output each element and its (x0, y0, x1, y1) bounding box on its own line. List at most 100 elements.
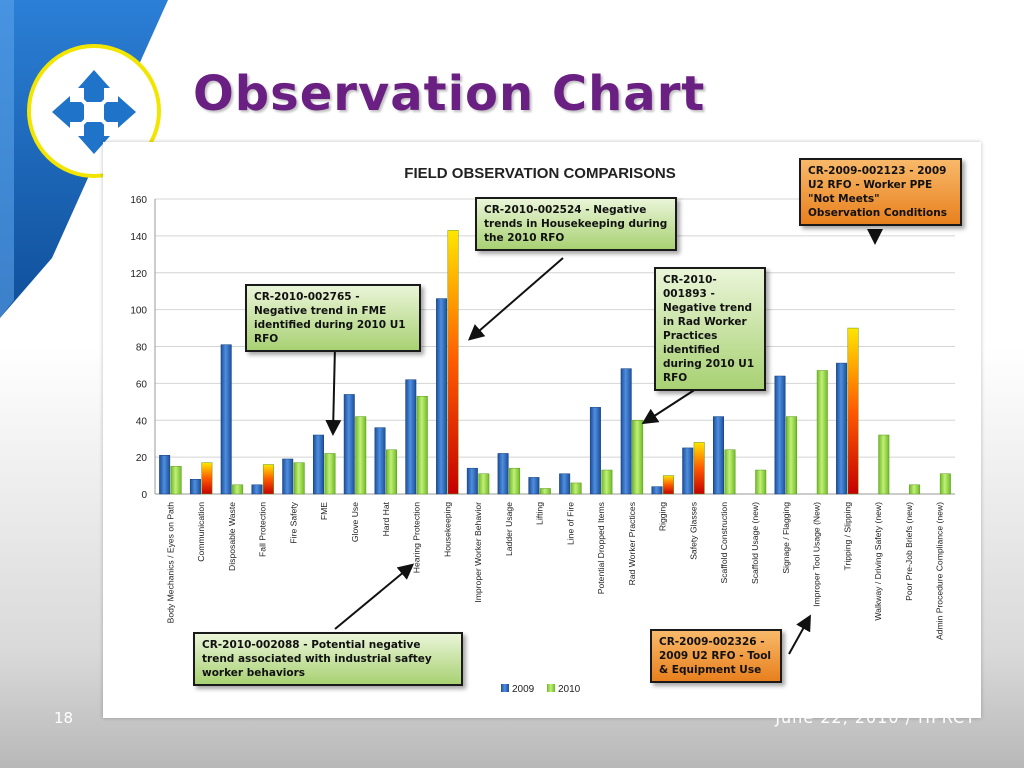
bar-2009-9 (436, 298, 448, 495)
callout-cr-2009-002326: CR-2009-002326 - 2009 U2 RFO - Tool & Eq… (650, 629, 782, 683)
plus-arrows-icon (52, 70, 136, 154)
bar-2010-24 (909, 484, 921, 495)
bar-2010-2 (232, 484, 244, 495)
blue-side-band-highlight (0, 0, 14, 318)
x-tick-label: Hard Hat (381, 501, 391, 536)
bar-2009-11 (497, 453, 509, 495)
x-tick-label: FME (319, 502, 329, 520)
bar-2009-0 (159, 455, 171, 495)
bar-2010-18 (724, 449, 736, 495)
y-tick-label: 40 (136, 416, 148, 427)
bar-2009-17 (682, 447, 694, 495)
bar-2010-19 (755, 469, 767, 495)
x-tick-label: Scaffold Construction (719, 502, 729, 584)
bar-2009-8 (405, 379, 417, 495)
callout-arrow (788, 614, 811, 655)
x-tick-label: Signage / Flagging (781, 502, 791, 574)
y-tick-label: 120 (130, 269, 147, 280)
callout-cr-2010-001893: CR-2010-001893 - Negative trend in Rad W… (654, 267, 766, 391)
y-tick-label: 20 (136, 453, 148, 464)
legend-label-2010: 2010 (558, 684, 581, 695)
chart-frame: FIELD OBSERVATION COMPARISONS 0 20 40 60 80 1… (103, 142, 981, 718)
x-tick-label: Fire Safety (288, 501, 298, 543)
bar-2010-8 (416, 396, 428, 495)
bar-2010-15 (632, 420, 644, 495)
bar-2009-4 (282, 458, 294, 495)
y-tick-label: 60 (136, 379, 148, 390)
x-tick-label: Ladder Usage (504, 502, 514, 556)
bar-2010-20 (786, 416, 797, 495)
bar-2010-11 (509, 467, 521, 495)
bar-2010-3 (262, 464, 274, 495)
callout-cr-2009-002123: CR-2009-002123 - 2009 U2 RFO - Worker PP… (799, 158, 962, 226)
x-tick-label: Potential Dropped Items (596, 502, 606, 594)
x-tick-label: Lifting (535, 502, 545, 525)
x-tick-label: Improper Tool Usage (New) (812, 502, 822, 607)
x-tick-label: Tripping / Slipping (842, 502, 852, 571)
bar-2010-16 (662, 475, 674, 495)
y-tick-label: 140 (130, 232, 147, 243)
bar-2009-22 (836, 362, 848, 495)
y-tick-label: 100 (130, 306, 147, 317)
bar-2010-22 (847, 327, 859, 495)
bar-2009-2 (220, 344, 232, 495)
bar-2010-5 (324, 453, 336, 495)
bar-2009-20 (774, 375, 786, 495)
bar-2010-1 (201, 462, 213, 495)
callout-arrow (641, 386, 700, 425)
bar-2009-16 (651, 486, 663, 495)
bar-2009-3 (251, 484, 263, 495)
bar-2010-23 (878, 434, 890, 495)
x-tick-label: Improper Worker Behavior (473, 502, 483, 603)
x-tick-label: Housekeeping (442, 502, 452, 557)
bar-2010-21 (816, 370, 828, 495)
field-observation-chart: FIELD OBSERVATION COMPARISONS 0 20 40 60 80 1… (130, 165, 955, 695)
bar-2010-17 (693, 442, 705, 495)
bar-2010-10 (478, 473, 490, 495)
y-tick-label: 0 (141, 490, 147, 501)
footer-date: June 22, 2010 / HPRCT (775, 708, 976, 727)
y-tick-label: 160 (130, 195, 147, 206)
x-tick-label: Poor Pre-Job Briefs (new) (904, 502, 914, 601)
bar-2009-18 (713, 416, 724, 495)
bar-2009-15 (620, 368, 632, 495)
bar-2009-7 (374, 427, 386, 495)
bar-2009-5 (313, 434, 324, 495)
chart-title: FIELD OBSERVATION COMPARISONS (404, 165, 675, 182)
x-tick-label: Fall Protection (258, 502, 268, 557)
callout-arrow (467, 257, 564, 341)
x-tick-label: Rad Worker Practices (627, 502, 637, 585)
bar-2009-10 (466, 467, 478, 495)
x-tick-label: Communication (196, 502, 206, 562)
bar-2010-6 (355, 416, 367, 495)
legend-swatch-2009 (501, 684, 509, 692)
bar-2010-25 (939, 473, 951, 495)
x-tick-label: Rigging (658, 502, 668, 531)
bar-2010-7 (386, 449, 397, 495)
y-tick-label: 80 (136, 343, 148, 354)
x-tick-label: Body Mechanics / Eyes on Path (165, 502, 175, 624)
x-tick-label: Admin Procedure Compliance (new) (935, 502, 945, 640)
x-tick-label: Safety Glasses (688, 502, 698, 560)
bar-2009-13 (559, 473, 571, 495)
bar-2010-0 (170, 466, 182, 495)
callout-arrow (325, 345, 342, 436)
bar-2010-4 (293, 462, 305, 495)
slide-title: Observation Chart (193, 66, 706, 122)
bar-2010-14 (601, 469, 613, 495)
x-tick-label: Scaffold Usage (new) (750, 502, 760, 584)
x-tick-label: Line of Fire (565, 502, 575, 545)
bar-2009-6 (343, 394, 355, 495)
bar-2009-12 (528, 477, 540, 495)
bar-2009-14 (589, 407, 601, 495)
bar-2010-12 (539, 488, 551, 495)
legend-swatch-2010 (547, 684, 555, 692)
page-number: 18 (54, 709, 74, 727)
x-tick-label: Glove Use (350, 502, 360, 542)
bar-2009-1 (189, 479, 201, 495)
callout-cr-2010-002524: CR-2010-002524 - Negative trends in Hous… (475, 197, 677, 251)
x-tick-label: Hearing Protection (412, 502, 422, 573)
callout-arrow (334, 563, 415, 630)
callout-cr-2010-002088: CR-2010-002088 - Potential negative tren… (193, 632, 463, 686)
legend-label-2009: 2009 (512, 684, 535, 695)
